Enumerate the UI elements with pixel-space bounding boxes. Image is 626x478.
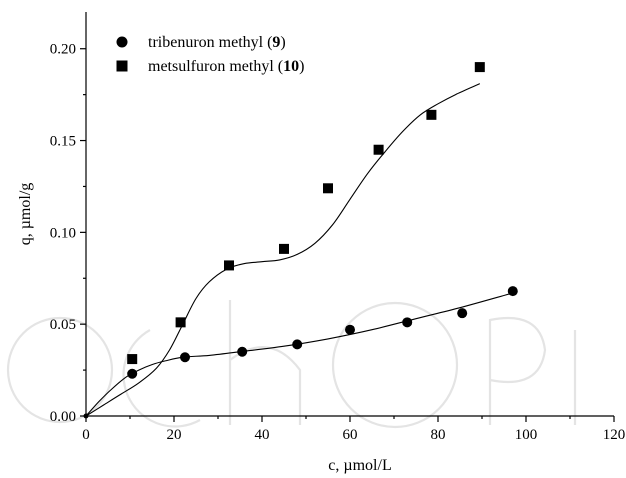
tribenuron-data-point bbox=[402, 317, 413, 328]
legend-tribenuron-label: tribenuron methyl (9) bbox=[148, 34, 286, 51]
metsulfuron-data-point bbox=[474, 62, 485, 73]
x-ticks: 0 20 40 60 80 100 120 bbox=[82, 416, 625, 443]
metsulfuron-data-point bbox=[373, 144, 384, 155]
legend-tribenuron-number: 9 bbox=[272, 34, 280, 51]
x-tick-label: 100 bbox=[515, 427, 538, 443]
legend-tribenuron-close: ) bbox=[280, 34, 285, 51]
fit-curves bbox=[85, 83, 513, 417]
tribenuron-fit-curve bbox=[85, 292, 513, 417]
legend-tribenuron-marker bbox=[116, 36, 128, 48]
legend-metsulfuron-marker bbox=[116, 60, 128, 72]
origin-point bbox=[83, 413, 89, 419]
metsulfuron-data-point bbox=[224, 260, 234, 271]
metsulfuron-data-point bbox=[127, 354, 138, 365]
tribenuron-data-point bbox=[507, 286, 518, 297]
data-points bbox=[83, 62, 518, 419]
x-tick-label: 120 bbox=[603, 427, 626, 443]
y-tick-label: 0.00 bbox=[50, 409, 76, 425]
tribenuron-data-point bbox=[457, 308, 468, 319]
legend-metsulfuron-label: metsulfuron methyl (10) bbox=[148, 58, 304, 75]
tribenuron-data-point bbox=[292, 339, 303, 350]
legend: tribenuron methyl (9)metsulfuron methyl … bbox=[116, 34, 304, 75]
tribenuron-data-point bbox=[180, 352, 190, 363]
y-tick-label: 0.20 bbox=[50, 42, 76, 58]
metsulfuron-data-point bbox=[175, 317, 186, 328]
y-tick-label: 0.05 bbox=[50, 317, 76, 333]
legend-metsulfuron-close: ) bbox=[299, 58, 304, 75]
legend-metsulfuron-number: 10 bbox=[283, 58, 299, 75]
x-tick-label: 60 bbox=[343, 427, 358, 443]
x-tick-label: 20 bbox=[167, 427, 182, 443]
y-tick-label: 0.15 bbox=[50, 134, 76, 150]
metsulfuron-data-point bbox=[426, 109, 437, 120]
legend-metsulfuron-name: metsulfuron methyl ( bbox=[148, 58, 283, 75]
y-axis-title: q, µmol/g bbox=[17, 183, 34, 246]
x-axis-title: c, µmol/L bbox=[328, 457, 391, 474]
tribenuron-data-point bbox=[345, 324, 355, 335]
metsulfuron-fit-curve bbox=[85, 83, 481, 417]
tribenuron-data-point bbox=[237, 346, 248, 357]
tribenuron-data-point bbox=[127, 368, 138, 379]
x-tick-label: 0 bbox=[82, 427, 90, 443]
watermark bbox=[6, 300, 577, 429]
legend-tribenuron-name: tribenuron methyl ( bbox=[148, 34, 272, 51]
metsulfuron-data-point bbox=[279, 243, 289, 254]
metsulfuron-data-point bbox=[323, 183, 333, 194]
x-tick-label: 80 bbox=[431, 427, 446, 443]
x-tick-label: 40 bbox=[255, 427, 270, 443]
plot-area: 0 20 40 60 80 100 120 0.00 0.05 0.10 0.15 0.20 bbox=[50, 12, 625, 443]
y-tick-label: 0.10 bbox=[50, 225, 76, 241]
y-ticks: 0.00 0.05 0.10 0.15 0.20 bbox=[50, 42, 86, 425]
